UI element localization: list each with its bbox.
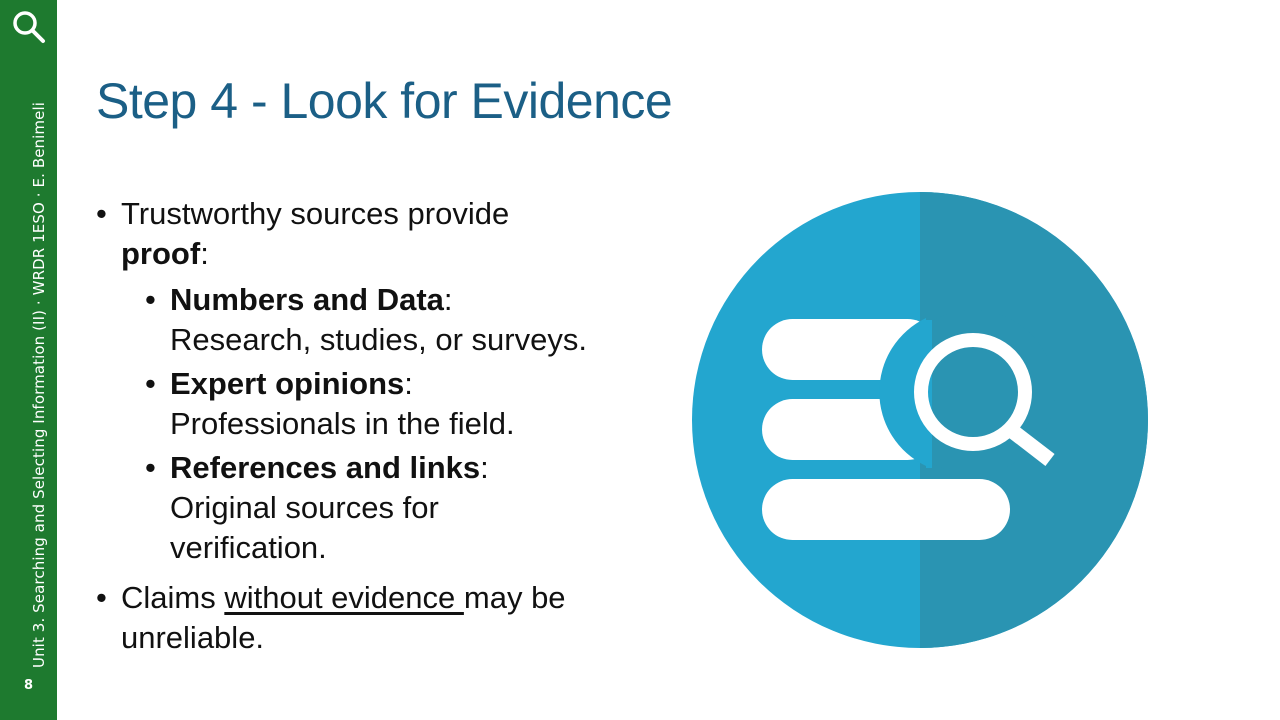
bullet-dot: • <box>96 196 107 231</box>
bullet-colon: : <box>404 366 413 401</box>
bullet-text: Trustworthy sources provide <box>121 196 510 231</box>
sub-bullet-heading: Numbers and Data <box>170 282 444 317</box>
bullet-item: • Trustworthy sources provide proof: <box>96 194 676 274</box>
search-icon <box>13 11 45 43</box>
bullet-bold-text: proof <box>121 236 201 271</box>
sidebar: Unit 3. Searching and Selecting Informat… <box>0 0 57 720</box>
bullet-item: • Claims without evidence may be unrelia… <box>96 578 676 658</box>
bullet-colon: : <box>480 450 489 485</box>
sub-bullet-item: • References and links: Original sources… <box>145 448 500 568</box>
page-number: 8 <box>23 678 34 693</box>
sub-bullet-heading: References and links <box>170 450 481 485</box>
sub-bullet-item: • Expert opinions: Professionals in the … <box>145 364 676 444</box>
database-search-icon <box>692 192 1148 648</box>
sub-bullet-text: Research, studies, or surveys. <box>170 322 587 357</box>
bullet-colon: : <box>443 282 453 317</box>
sidebar-course-label: Unit 3. Searching and Selecting Informat… <box>30 102 48 668</box>
bullet-list: • Trustworthy sources provide proof: • N… <box>96 194 676 658</box>
sub-bullet-item: • Numbers and Data: Research, studies, o… <box>145 280 676 360</box>
bullet-colon: : <box>200 236 209 271</box>
bullet-dot: • <box>145 450 156 485</box>
sub-bullet-heading: Expert opinions <box>170 366 405 401</box>
sub-bullet-text: Professionals in the field. <box>170 406 515 441</box>
sub-bullet-text: Original sources for verification. <box>170 490 439 565</box>
bullet-text: may be unreliable. <box>121 580 566 655</box>
slide-title: Step 4 - Look for Evidence <box>96 73 673 129</box>
bullet-prefix: Claims <box>121 580 225 615</box>
bullet-dot: • <box>96 580 107 615</box>
bullet-dot: • <box>145 366 156 401</box>
underlined-text: without evidence <box>224 580 464 615</box>
bullet-dot: • <box>145 282 156 317</box>
